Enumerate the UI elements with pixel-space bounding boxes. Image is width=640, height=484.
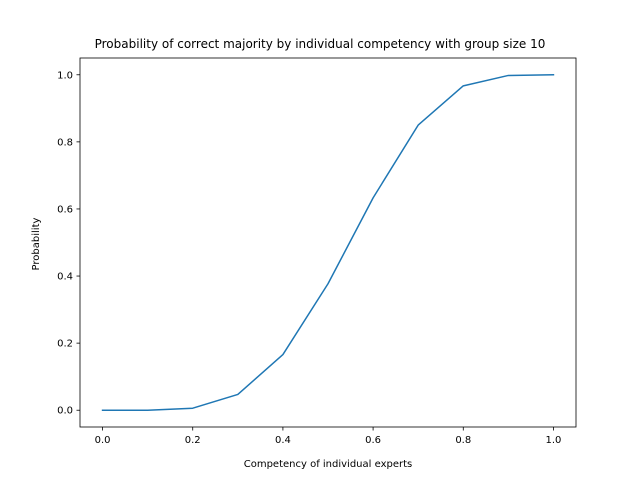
y-axis-label: Probability xyxy=(31,217,42,270)
y-tick-label: 0.4 xyxy=(57,272,73,283)
plot-area: 0.0 0.2 0.4 0.6 0.8 1.0 0.0 0.2 0.4 0.6 0.8 1.0 xyxy=(57,57,577,446)
y-tick-label: 0.8 xyxy=(57,137,73,148)
x-tick-label: 0.4 xyxy=(275,435,291,446)
y-tick-label: 0.6 xyxy=(57,204,73,215)
y-tick-label: 0.0 xyxy=(57,406,73,417)
x-tick-label: 0.2 xyxy=(185,435,201,446)
x-axis-label: Competency of individual experts xyxy=(244,459,413,470)
x-tick-label: 0.6 xyxy=(365,435,381,446)
series-line-0 xyxy=(101,74,555,411)
y-tick-label: 0.2 xyxy=(57,339,73,350)
x-tick-label: 0.8 xyxy=(455,435,471,446)
x-tick-label: 0.0 xyxy=(95,435,111,446)
x-tick-label: 1.0 xyxy=(546,435,562,446)
y-tick-label: 1.0 xyxy=(57,70,73,81)
axes-frame xyxy=(79,57,577,428)
chart-title: Probability of correct majority by indiv… xyxy=(95,37,546,51)
